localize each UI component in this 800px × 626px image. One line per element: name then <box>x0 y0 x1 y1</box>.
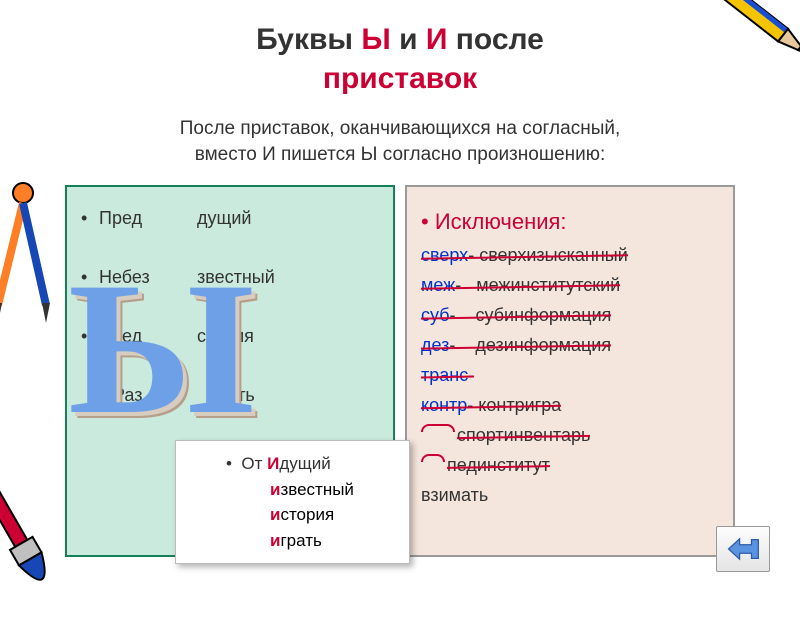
compass-icon <box>0 175 58 340</box>
exceptions-heading: • Исключения: <box>421 205 719 238</box>
exception-row: сверх- сверхизысканный <box>421 242 719 269</box>
inset-box: • От Идущий известный история играть <box>175 440 410 564</box>
exception-row: пединститут <box>421 452 719 479</box>
exception-row: транс- <box>421 362 719 389</box>
exception-row: контр- контригра <box>421 392 719 419</box>
example-row: • Пред дущий <box>81 205 379 232</box>
page-title: Буквы Ы и И после приставок <box>0 0 800 98</box>
exception-row: взимать <box>421 482 719 509</box>
back-arrow-button[interactable] <box>716 526 770 572</box>
exception-row: спортинвентарь <box>421 422 719 449</box>
exception-row: суб- субинформация <box>421 302 719 329</box>
exception-row: меж- межинститутский <box>421 272 719 299</box>
example-row: • Раз грать <box>95 382 379 409</box>
exceptions-box: • Исключения: сверх- сверхизысканный меж… <box>405 185 735 557</box>
example-row: • Небез звестный <box>81 264 379 291</box>
example-row: • Пред стория <box>81 323 379 350</box>
subtitle: После приставок, оканчивающихся на согла… <box>0 116 800 167</box>
exception-row: дез- дезинформация <box>421 332 719 359</box>
